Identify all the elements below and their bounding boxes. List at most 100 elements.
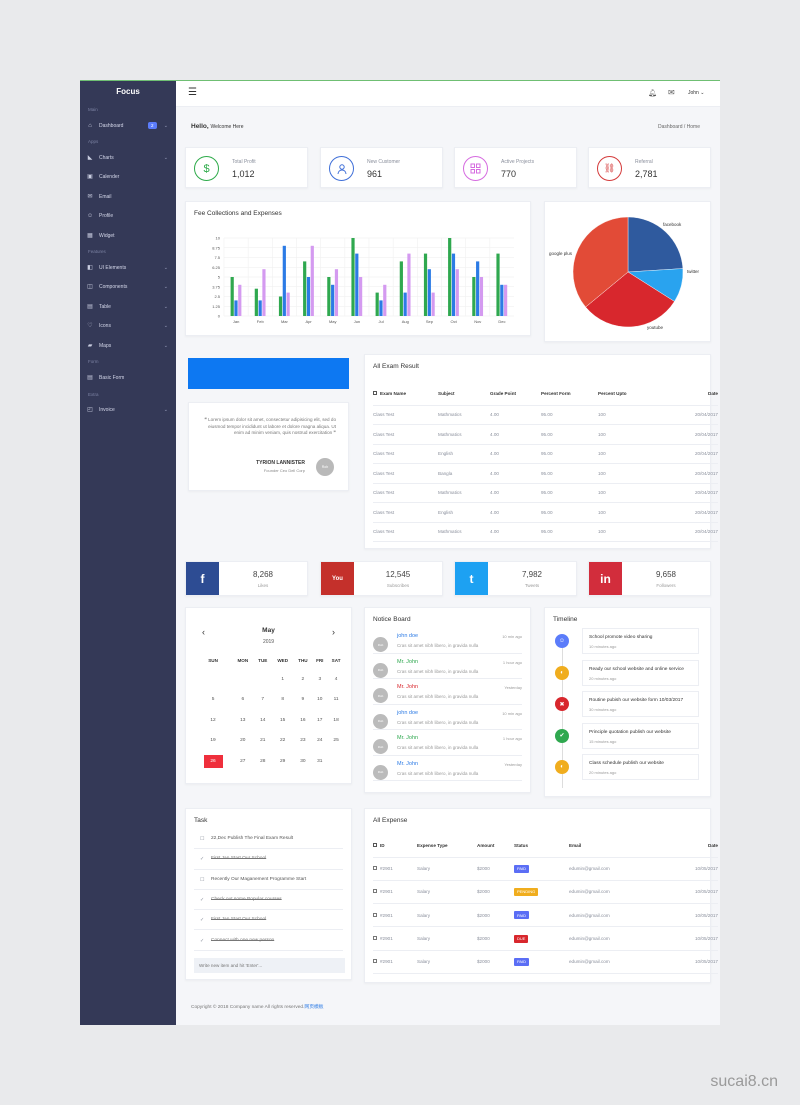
footer: Copyright © 2018 Company name All rights… [191,1003,324,1010]
checkbox[interactable] [373,936,377,941]
notice-item[interactable]: Rob john doe Cras sit amet nibh libero, in… [373,705,522,730]
bar [230,277,234,316]
calendar-day[interactable]: 3 [318,676,322,682]
avatar: Rob [373,688,388,703]
twitter-icon[interactable]: t [455,562,488,595]
table-row: Class Test English 4.00 95.00 100 20/04/2017 [373,502,718,523]
breadcrumb-dashboard[interactable]: Dashboard [658,124,683,130]
calendar-day[interactable]: 18 [333,717,339,723]
calendar-day[interactable]: 8 [281,697,285,703]
linkedin-icon[interactable]: in [589,562,622,595]
table-cell: 4.00 [490,444,541,464]
task-item[interactable]: ☐ 22,Dec Publish The Final Exam Result [194,829,343,850]
table-cell: Salary [417,857,477,881]
sidebar-item-basic-form[interactable]: ▤ Basic Form [80,368,176,387]
calendar-day[interactable]: 9 [301,697,305,703]
calendar-day[interactable]: 22 [280,738,286,744]
dollar-icon: $ [194,156,219,181]
checkbox[interactable] [373,866,377,871]
checkbox[interactable] [373,843,377,848]
brand-logo[interactable]: Focus [116,87,140,96]
calendar-day[interactable]: 4 [334,676,338,682]
notice-item[interactable]: Rob john doe Cras sit amet nibh libero, in… [373,628,522,654]
task-item[interactable]: ☐ Recently Our Maganement Programme Start [194,870,343,890]
sidebar-item-charts[interactable]: ◣ Charts ⌄ [80,148,176,167]
sidebar-item-components[interactable]: ◫ Components ⌄ [80,278,176,297]
calendar-day[interactable]: 30 [300,758,306,764]
calendar-day[interactable]: 17 [317,717,323,723]
notice-item[interactable]: Rob Mr. John Cras sit amet nibh libero, in… [373,654,522,679]
calendar-day[interactable]: 31 [317,758,323,764]
bell-icon[interactable]: 🔔︎ [648,90,657,97]
checkmark-icon[interactable]: ✓ [200,896,205,903]
calendar-day[interactable]: 27 [240,758,246,764]
calendar-day[interactable]: 1 [281,676,285,682]
sidebar-item-maps[interactable]: ▰ Maps ⌄ [80,336,176,355]
calendar-day[interactable]: 5 [211,697,215,703]
checkbox[interactable] [373,889,377,894]
checkmark-icon[interactable]: ✓ [200,937,205,944]
calendar-day[interactable]: 7 [261,697,265,703]
user-menu[interactable]: John ⌄ [688,90,704,96]
calendar-prev-button[interactable]: ‹ [202,627,205,637]
checkbox[interactable] [373,391,377,396]
notice-item[interactable]: Rob Mr. John Cras sit amet nibh libero, in… [373,756,522,781]
calendar-day[interactable]: 6 [241,697,245,703]
calendar-day[interactable]: 21 [260,738,266,744]
avatar: Rob [373,637,388,652]
facebook-icon[interactable]: f [186,562,219,595]
checkbox[interactable]: ☐ [200,876,205,883]
youtube-icon[interactable]: You [321,562,354,595]
calendar-day[interactable]: 20 [240,738,246,744]
calendar-day[interactable]: 19 [210,738,216,744]
sidebar-item-calender[interactable]: ▣ Calender [80,168,176,187]
sidebar-item-profile[interactable]: ☺ Profile [80,207,176,226]
mail-icon[interactable]: ✉ [668,88,675,97]
sidebar-item-icons[interactable]: ♡ Icons ⌄ [80,317,176,336]
calendar-day[interactable]: 13 [240,717,246,723]
sidebar-item-label: Maps [99,342,112,349]
calendar-day[interactable]: 16 [300,717,306,723]
calendar-day[interactable]: 14 [260,717,266,723]
calendar-day[interactable]: 23 [300,738,306,744]
task-item[interactable]: ✓ Connect with one new person [194,931,343,951]
calendar-day[interactable]: 15 [280,717,286,723]
sidebar-item-widget[interactable]: ▦ Widget [80,226,176,245]
checkmark-icon[interactable]: ✓ [200,856,205,863]
calendar-day[interactable]: 28 [260,758,266,764]
checkbox[interactable] [373,959,377,964]
calendar-day[interactable]: 2 [301,676,305,682]
pie-slice [572,216,629,308]
checkmark-icon[interactable]: ✓ [200,917,205,924]
calendar-next-button[interactable]: › [332,627,335,637]
chevron-down-icon: ⌄ [163,407,168,414]
calendar-day[interactable]: 26 [194,751,232,772]
notice-item[interactable]: Rob Mr. John Cras sit amet nibh libero, in… [373,679,522,705]
footer-link[interactable]: 网页模板 [304,1005,324,1010]
task-item[interactable]: ✓ Check out some Popular courses [194,890,343,911]
calendar-day[interactable]: 12 [210,717,216,723]
notice-author: john doe [397,709,419,716]
sidebar-item-table[interactable]: ▤ Table ⌄ [80,297,176,316]
notice-board-card: Notice Board Rob john doe Cras sit amet ni… [364,607,531,793]
sidebar-item-invoice[interactable]: ◰ Invoice ⌄ [80,401,176,420]
checkbox[interactable]: ☐ [200,836,205,842]
new-task-input[interactable] [194,958,345,973]
hamburger-menu-icon[interactable]: ☰ [188,87,197,98]
sidebar-item-dashboard[interactable]: ⌂ Dashboard 2 ⌄ [80,116,176,135]
calendar-day[interactable]: 10 [317,697,323,703]
sidebar-item-ui-elements[interactable]: ◧ UI Elements ⌄ [80,258,176,277]
calendar-day[interactable]: 24 [317,738,323,744]
task-item[interactable]: ✓ First Jan Start Our School [194,910,343,931]
notice-item[interactable]: Rob Mr. John Cras sit amet nibh libero, in… [373,730,522,756]
components-icon: ◫ [87,284,93,291]
week-row: 12 13 14 15 16 17 18 [194,710,345,731]
calendar-day[interactable]: 29 [280,758,286,764]
calendar-day[interactable]: 25 [333,738,339,744]
bar [431,292,435,316]
checkbox[interactable] [373,912,377,917]
table-cell: 4.00 [490,424,541,445]
task-item[interactable]: ✓ First Jan Start Our School [194,849,343,870]
sidebar-item-email[interactable]: ✉ Email [80,187,176,206]
calendar-day[interactable]: 11 [333,697,339,703]
